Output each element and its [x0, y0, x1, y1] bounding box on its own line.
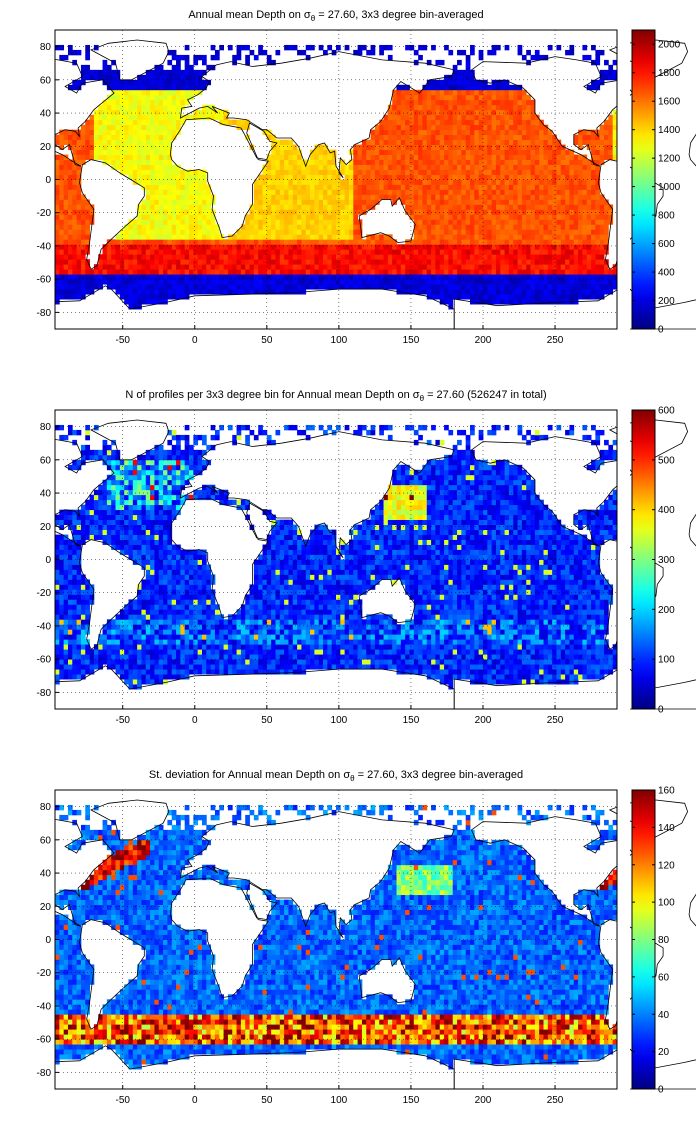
y-tick-label: 0: [45, 935, 51, 946]
x-tick-label: -50: [116, 1095, 131, 1106]
y-tick-label: -20: [37, 968, 52, 979]
x-tick-label: 150: [403, 715, 420, 726]
colorbar-tick-label: 120: [658, 860, 675, 871]
y-tick-label: -20: [37, 588, 52, 599]
y-tick-label: 40: [40, 109, 52, 120]
x-tick-label: 0: [192, 1095, 198, 1106]
x-tick-label: 50: [261, 1095, 273, 1106]
y-tick-label: -40: [37, 1001, 52, 1012]
colorbar: [631, 29, 656, 330]
colorbar-tick-label: 100: [658, 655, 675, 666]
x-tick-label: 250: [547, 1095, 564, 1106]
y-tick-label: 80: [40, 42, 52, 53]
y-tick-label: 60: [40, 455, 52, 466]
data-cells: [55, 804, 618, 1070]
x-tick-label: 150: [403, 335, 420, 346]
colorbar-tick-label: 600: [658, 239, 675, 250]
colorbar-tick-label: 1400: [658, 125, 681, 136]
y-tick-label: 20: [40, 522, 52, 533]
y-tick-label: 80: [40, 422, 52, 433]
y-tick-label: 0: [45, 555, 51, 566]
y-tick-label: 60: [40, 835, 52, 846]
colorbar: [631, 789, 656, 1090]
colorbar-tick-label: 60: [658, 972, 670, 983]
colorbar-tick-label: 1000: [658, 182, 681, 193]
colorbar-tick-label: 100: [658, 898, 675, 909]
colorbar-tick-label: 0: [658, 325, 664, 336]
colorbar-tick-label: 1200: [658, 154, 681, 165]
colorbar-tick-label: 0: [658, 705, 664, 716]
y-tick-label: 60: [40, 75, 52, 86]
colorbar-tick-label: 1600: [658, 97, 681, 108]
y-tick-label: -40: [37, 621, 52, 632]
colorbar-tick-label: 40: [658, 1010, 670, 1021]
y-tick-label: -80: [37, 688, 52, 699]
y-tick-label: 80: [40, 802, 52, 813]
colorbar-tick-label: 200: [658, 296, 675, 307]
colorbar-tick-label: 200: [658, 605, 675, 616]
panel-mean-depth: Annual mean Depth on σθ = 27.60, 3x3 deg…: [0, 0, 696, 380]
panel-profile-count: N of profiles per 3x3 degree bin for Ann…: [0, 380, 696, 760]
x-tick-label: 100: [331, 335, 348, 346]
colorbar-tick-label: 800: [658, 211, 675, 222]
colorbar-tick-label: 400: [658, 268, 675, 279]
y-tick-label: 40: [40, 489, 52, 500]
y-tick-label: -80: [37, 308, 52, 319]
colorbar: [631, 409, 656, 710]
colorbar-tick-label: 80: [658, 935, 670, 946]
x-tick-label: 200: [475, 335, 492, 346]
data-cells: [55, 44, 618, 310]
y-tick-label: -60: [37, 655, 52, 666]
x-tick-label: 150: [403, 1095, 420, 1106]
y-tick-label: -20: [37, 208, 52, 219]
colorbar-tick-label: 400: [658, 505, 675, 516]
chart-title: N of profiles per 3x3 degree bin for Ann…: [125, 389, 546, 403]
coastlines: [0, 39, 696, 330]
x-tick-label: 100: [331, 715, 348, 726]
x-tick-label: 0: [192, 715, 198, 726]
y-tick-label: 20: [40, 902, 52, 913]
colorbar-tick-label: 0: [658, 1085, 664, 1096]
panel-std-deviation: St. deviation for Annual mean Depth on σ…: [0, 760, 696, 1140]
map-chart: Annual mean Depth on σθ = 27.60, 3x3 deg…: [0, 9, 696, 346]
x-tick-label: -50: [116, 715, 131, 726]
y-tick-label: 40: [40, 869, 52, 880]
grid-lines: [55, 410, 617, 709]
colorbar-tick-label: 2000: [658, 40, 681, 51]
colorbar-tick-label: 160: [658, 786, 675, 797]
chart-title: Annual mean Depth on σθ = 27.60, 3x3 deg…: [188, 9, 483, 23]
y-tick-label: 0: [45, 175, 51, 186]
colorbar-tick-label: 1800: [658, 68, 681, 79]
x-tick-label: 200: [475, 1095, 492, 1106]
y-tick-label: -40: [37, 241, 52, 252]
x-tick-label: 50: [261, 715, 273, 726]
map-chart: St. deviation for Annual mean Depth on σ…: [0, 769, 696, 1106]
y-tick-label: -80: [37, 1068, 52, 1079]
x-tick-label: 100: [331, 1095, 348, 1106]
map-chart: N of profiles per 3x3 degree bin for Ann…: [0, 389, 696, 726]
chart-title: St. deviation for Annual mean Depth on σ…: [149, 769, 523, 783]
colorbar-tick-label: 500: [658, 455, 675, 466]
x-tick-label: 250: [547, 335, 564, 346]
grid-lines: [55, 30, 617, 329]
colorbar-tick-label: 20: [658, 1047, 670, 1058]
x-tick-label: 50: [261, 335, 273, 346]
y-tick-label: -60: [37, 275, 52, 286]
y-tick-label: 20: [40, 142, 52, 153]
grid-lines: [55, 790, 617, 1089]
x-tick-label: 200: [475, 715, 492, 726]
y-tick-label: -60: [37, 1035, 52, 1046]
x-tick-label: -50: [116, 335, 131, 346]
x-tick-label: 0: [192, 335, 198, 346]
colorbar-tick-label: 600: [658, 406, 675, 417]
colorbar-tick-label: 300: [658, 555, 675, 566]
x-tick-label: 250: [547, 715, 564, 726]
colorbar-tick-label: 140: [658, 823, 675, 834]
